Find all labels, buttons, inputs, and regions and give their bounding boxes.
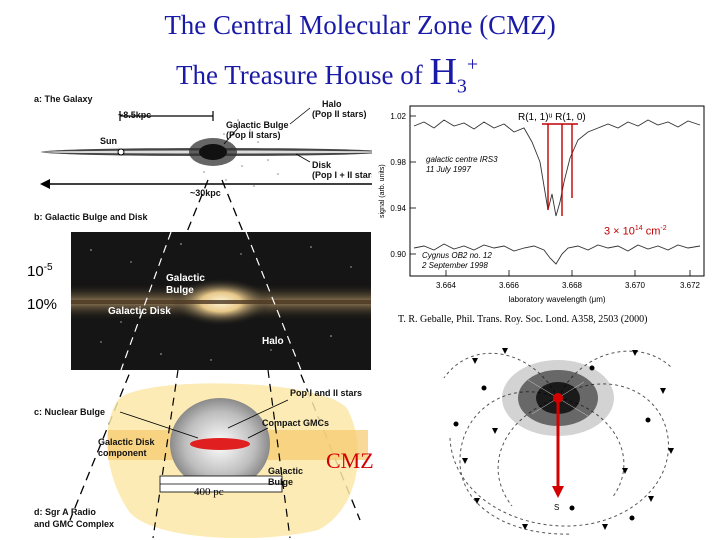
cd-unit: cm bbox=[642, 225, 661, 238]
trace1-date: 11 July 1997 bbox=[426, 165, 471, 174]
ratio-label-10pct: 10% bbox=[27, 296, 58, 313]
page-title: The Central Molecular Zone (CMZ) bbox=[164, 10, 556, 40]
cd-base: 3 × 10 bbox=[604, 225, 635, 238]
xtick-1: 3.666 bbox=[499, 281, 520, 290]
formula-sub: 3 bbox=[456, 75, 467, 98]
photo-halo-label: Halo bbox=[262, 336, 284, 347]
nuclear-galactic-bulge-label: Galactic Bulge bbox=[268, 466, 304, 487]
section-c-label: c: Nuclear Bulge bbox=[34, 407, 106, 417]
compact-gmcs-label: Compact GMCs bbox=[262, 418, 330, 428]
disk-component-label: Galactic Disk component bbox=[98, 437, 155, 458]
cd-unit-exp: -2 bbox=[660, 225, 667, 232]
photo-disk-label: Galactic Disk bbox=[108, 306, 171, 317]
h3plus-formula: H3+ bbox=[429, 51, 479, 98]
ytick-2: 0.94 bbox=[390, 204, 406, 213]
sun-label: Sun bbox=[100, 136, 117, 146]
xtick-0: 3.664 bbox=[436, 281, 457, 290]
cmz-disk-marker bbox=[190, 438, 250, 450]
nuclear-bulge-diagram bbox=[107, 370, 368, 538]
spiral-arm-map: S bbox=[432, 328, 684, 538]
xtick-2: 3.668 bbox=[562, 281, 583, 290]
ytick-1: 0.98 bbox=[390, 158, 406, 167]
scale-400pc-label: 400 pc bbox=[194, 486, 224, 498]
ytick-0: 1.02 bbox=[390, 112, 406, 121]
xtick-3: 3.670 bbox=[625, 281, 646, 290]
formula-sup: + bbox=[466, 53, 479, 76]
scale-30kpc-label: ~30kpc bbox=[190, 188, 221, 198]
cd-exp: 14 bbox=[634, 225, 643, 232]
trace2-date: 2 September 1998 bbox=[421, 261, 488, 270]
reference-citation: T. R. Geballe, Phil. Trans. Roy. Soc. Lo… bbox=[398, 314, 648, 325]
bulge-pop-label: (Pop II stars) bbox=[226, 130, 281, 140]
scale-85kpc-label: ~8.5kpc bbox=[118, 110, 152, 120]
spiral-sun-label: S bbox=[554, 503, 559, 512]
section-a-label: a: The Galaxy bbox=[34, 94, 93, 104]
ytick-3: 0.90 bbox=[390, 250, 406, 259]
h3plus-spectrum: 1.02 0.98 0.94 0.90 3.664 3.666 3.668 3.… bbox=[372, 98, 712, 308]
spectrum-line-labels: R(1, 1)ᵘ R(1, 0) bbox=[518, 112, 586, 123]
photo-bulge-label: Galactic Bulge bbox=[166, 273, 205, 296]
page-subtitle: The Treasure House of H3+ bbox=[176, 50, 478, 99]
section-b-label: b: Galactic Bulge and Disk bbox=[34, 212, 148, 222]
section-d-label: d: Sgr A Radio and GMC Complex bbox=[34, 507, 115, 529]
ratio-exp: -5 bbox=[43, 262, 53, 273]
milky-way-photo bbox=[71, 232, 371, 370]
cmz-label: CMZ bbox=[326, 448, 374, 473]
halo-pop-label: (Pop II stars) bbox=[312, 109, 367, 119]
galactic-center-marker bbox=[553, 393, 563, 403]
ratio-base: 10 bbox=[27, 263, 44, 280]
spectrum-y-label: signal (arb. units) bbox=[379, 164, 386, 218]
xtick-4: 3.672 bbox=[680, 281, 701, 290]
disk-pop-label: (Pop I + II stars) bbox=[312, 170, 380, 180]
pop-stars-label: Pop I and II stars bbox=[290, 388, 363, 398]
trace2-label: Cygnus OB2 no. 12 bbox=[422, 251, 492, 260]
trace1-label: galactic centre IRS3 bbox=[426, 155, 498, 164]
galaxy-schematic bbox=[40, 107, 386, 189]
halo-label: Halo bbox=[322, 99, 342, 109]
subtitle-prefix: The Treasure House of bbox=[176, 60, 423, 90]
formula-h: H bbox=[429, 51, 457, 93]
disk-label: Disk bbox=[312, 160, 332, 170]
galactic-bulge-label: Galactic Bulge bbox=[226, 120, 289, 130]
spectrum-x-label: laboratory wavelength (μm) bbox=[508, 295, 605, 304]
ratio-label-1e-5: 10-5 bbox=[27, 262, 53, 280]
column-density-label: 3 × 1014 cm-2 bbox=[604, 225, 667, 238]
